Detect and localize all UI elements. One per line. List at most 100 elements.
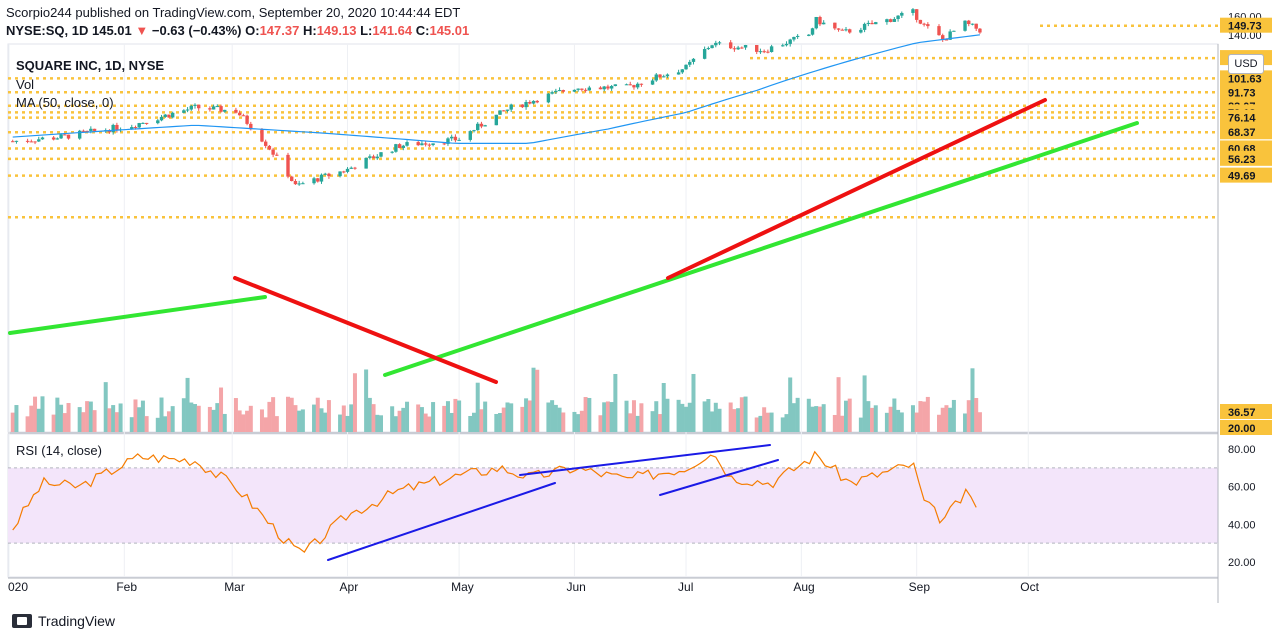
rsi-divergence-line-1[interactable] xyxy=(327,482,556,561)
candle-body[interactable] xyxy=(141,122,145,124)
candle-body[interactable] xyxy=(635,83,640,88)
candle-body[interactable] xyxy=(51,137,56,140)
candle-body[interactable] xyxy=(237,112,242,116)
candle-body[interactable] xyxy=(133,127,138,129)
rsi-divergence-line-3[interactable] xyxy=(659,459,779,496)
candlesticks[interactable] xyxy=(11,8,982,186)
candle-body[interactable] xyxy=(650,80,655,85)
candle-body[interactable] xyxy=(85,130,89,132)
candle-body[interactable] xyxy=(423,143,428,145)
candle-body[interactable] xyxy=(580,88,584,90)
candle-body[interactable] xyxy=(900,12,904,16)
candle-body[interactable] xyxy=(215,106,220,108)
candle-body[interactable] xyxy=(587,87,592,91)
candle-body[interactable] xyxy=(223,109,227,112)
candle-body[interactable] xyxy=(208,108,212,110)
candle-body[interactable] xyxy=(156,120,160,124)
candle-body[interactable] xyxy=(420,143,424,146)
candle-body[interactable] xyxy=(781,45,785,47)
candle-body[interactable] xyxy=(810,28,815,35)
candle-body[interactable] xyxy=(784,43,789,46)
candle-body[interactable] xyxy=(974,23,978,29)
candle-body[interactable] xyxy=(840,29,844,31)
candle-body[interactable] xyxy=(654,74,658,81)
candle-body[interactable] xyxy=(130,127,134,130)
candle-body[interactable] xyxy=(613,84,618,87)
candle-body[interactable] xyxy=(115,124,119,131)
candle-body[interactable] xyxy=(688,61,692,65)
candle-body[interactable] xyxy=(736,47,740,50)
candle-body[interactable] xyxy=(874,22,878,25)
candle-body[interactable] xyxy=(706,48,711,50)
candle-body[interactable] xyxy=(368,156,372,158)
trend-line-red-feb[interactable] xyxy=(233,276,498,384)
candle-body[interactable] xyxy=(550,92,554,94)
candle-body[interactable] xyxy=(457,139,461,141)
candle-body[interactable] xyxy=(561,90,565,92)
candle-body[interactable] xyxy=(327,173,331,177)
candle-body[interactable] xyxy=(821,22,826,25)
currency-button[interactable]: USD xyxy=(1228,54,1264,74)
candle-body[interactable] xyxy=(836,28,841,30)
candle-body[interactable] xyxy=(941,35,945,40)
rsi-divergence-line-2[interactable] xyxy=(519,444,771,476)
candle-body[interactable] xyxy=(509,104,513,110)
candle-body[interactable] xyxy=(602,86,606,90)
candle-body[interactable] xyxy=(449,136,454,139)
candle-body[interactable] xyxy=(137,123,141,128)
candle-body[interactable] xyxy=(795,35,800,37)
candle-body[interactable] xyxy=(55,138,60,140)
candle-body[interactable] xyxy=(111,124,115,133)
candle-body[interactable] xyxy=(963,20,967,31)
candle-body[interactable] xyxy=(911,9,915,13)
candle-body[interactable] xyxy=(502,110,506,112)
candle-body[interactable] xyxy=(271,149,275,155)
candle-body[interactable] xyxy=(609,86,614,89)
candle-body[interactable] xyxy=(676,72,681,75)
candle-body[interactable] xyxy=(319,174,324,182)
candle-body[interactable] xyxy=(818,16,822,25)
candle-body[interactable] xyxy=(211,106,216,110)
candle-body[interactable] xyxy=(557,90,562,92)
tradingview-brand[interactable]: TradingView xyxy=(12,613,115,629)
trend-line-red-jul[interactable] xyxy=(666,98,1047,280)
candle-body[interactable] xyxy=(554,90,558,93)
candle-body[interactable] xyxy=(702,49,707,59)
candle-body[interactable] xyxy=(431,143,435,146)
candle-body[interactable] xyxy=(379,152,383,157)
candle-body[interactable] xyxy=(606,86,610,89)
candle-body[interactable] xyxy=(144,122,149,124)
candle-body[interactable] xyxy=(531,100,536,104)
candle-body[interactable] xyxy=(662,76,666,78)
candle-body[interactable] xyxy=(40,137,45,140)
candle-body[interactable] xyxy=(859,29,863,33)
trend-line-green-jan[interactable] xyxy=(8,295,267,335)
candle-body[interactable] xyxy=(572,89,577,92)
candle-body[interactable] xyxy=(479,123,484,127)
candle-body[interactable] xyxy=(524,101,528,108)
candle-body[interactable] xyxy=(494,114,499,126)
candle-body[interactable] xyxy=(788,39,792,44)
candle-body[interactable] xyxy=(427,144,432,146)
candle-body[interactable] xyxy=(576,88,580,90)
candle-body[interactable] xyxy=(416,142,420,146)
candle-body[interactable] xyxy=(364,157,368,169)
candle-body[interactable] xyxy=(505,109,510,111)
candle-body[interactable] xyxy=(394,144,398,152)
candle-body[interactable] xyxy=(483,125,487,127)
candle-body[interactable] xyxy=(658,74,662,78)
candle-body[interactable] xyxy=(11,141,15,143)
candle-body[interactable] xyxy=(397,144,402,148)
trend-line-green-main[interactable] xyxy=(383,121,1139,377)
candle-body[interactable] xyxy=(33,141,37,143)
candle-body[interactable] xyxy=(371,156,376,159)
candle-body[interactable] xyxy=(762,51,766,53)
candle-body[interactable] xyxy=(453,136,458,141)
candle-body[interactable] xyxy=(249,123,253,130)
candle-body[interactable] xyxy=(528,101,532,104)
candle-body[interactable] xyxy=(833,22,837,29)
candle-body[interactable] xyxy=(401,145,406,148)
candle-body[interactable] xyxy=(888,19,893,22)
candle-body[interactable] xyxy=(197,104,201,109)
